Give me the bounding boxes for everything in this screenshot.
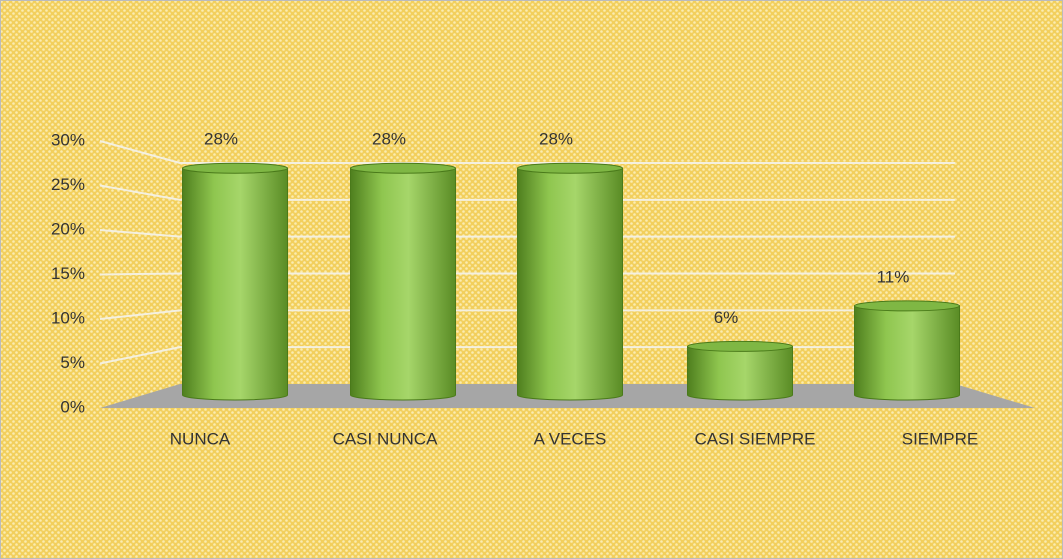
bar <box>687 345 793 401</box>
bar-top <box>350 162 456 174</box>
y-tick-label: 10% <box>51 308 85 327</box>
grid-line <box>99 184 955 201</box>
value-label: 28% <box>372 130 406 149</box>
bar <box>350 167 456 401</box>
y-tick-label: 30% <box>51 130 85 149</box>
bar-top <box>182 162 288 174</box>
value-label: 11% <box>877 267 910 286</box>
value-label: 28% <box>204 130 238 149</box>
x-tick-label: A VECES <box>534 429 607 448</box>
grid-line <box>99 272 955 276</box>
bar <box>854 305 960 401</box>
bar <box>517 167 623 401</box>
x-tick-label: SIEMPRE <box>902 429 979 448</box>
grid-line <box>99 140 955 164</box>
grid-line <box>99 229 955 238</box>
x-tick-label: CASI NUNCA <box>333 429 439 448</box>
y-tick-label: 0% <box>60 397 85 416</box>
y-tick-label: 5% <box>60 353 85 372</box>
bar <box>182 167 288 401</box>
grid-line <box>99 309 955 320</box>
bar-top <box>687 340 793 352</box>
value-label: 6% <box>714 308 739 327</box>
x-tick-label: NUNCA <box>170 429 231 448</box>
y-tick-label: 25% <box>51 175 85 194</box>
x-tick-label: CASI SIEMPRE <box>695 429 816 448</box>
y-tick-label: 15% <box>51 264 85 283</box>
bar-top <box>854 300 960 312</box>
bar-top <box>517 162 623 174</box>
y-tick-label: 20% <box>51 219 85 238</box>
value-label: 28% <box>539 130 573 149</box>
